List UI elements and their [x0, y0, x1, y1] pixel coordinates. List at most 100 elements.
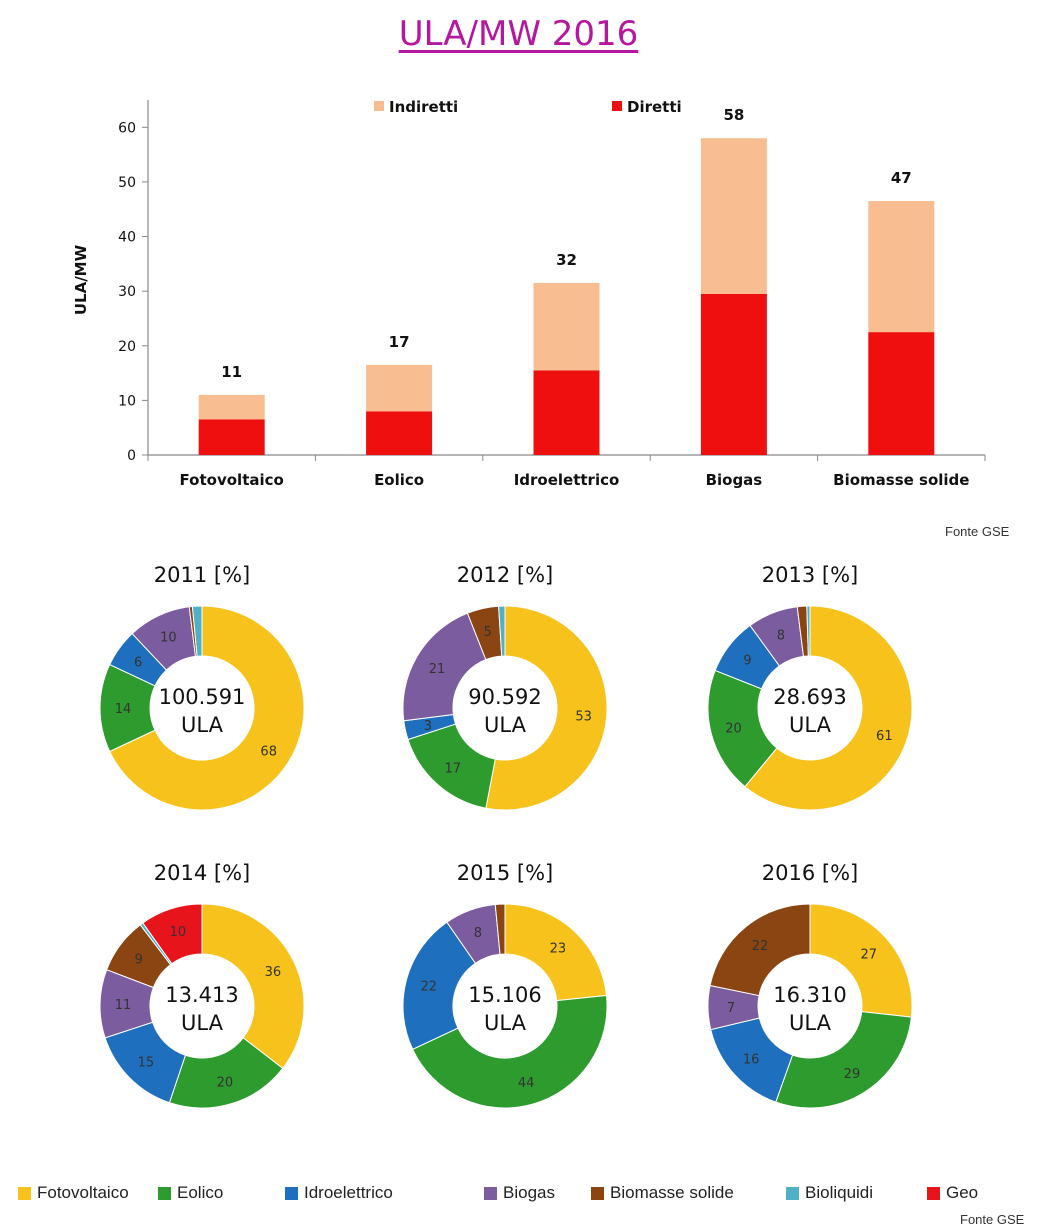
slice-label: 22: [752, 939, 769, 954]
donut-title: 2016 [%]: [762, 861, 858, 885]
donut-slice: [744, 605, 913, 811]
bar-diretti: [533, 370, 600, 455]
stacked-bar-chart: 0 10 20 30 40 50 60 ULA/MW 11 Fotovoltaico 17 Eolic…: [72, 98, 986, 489]
legend-item: Bioliquidi: [786, 1183, 873, 1203]
donut-title: 2012 [%]: [457, 563, 553, 587]
donut-chart: 2016 [%] 27 29 16 7 22 16.310 ULA: [707, 861, 913, 1109]
legend-label-indiretti: Indiretti: [389, 98, 458, 116]
x-tick-label: Biogas: [706, 471, 763, 489]
bar-total-label: 58: [723, 106, 744, 124]
bar-diretti: [700, 293, 767, 455]
slice-label: 29: [844, 1067, 861, 1082]
donut-chart: 2012 [%] 53 17 3 21 5 90.592 ULA: [402, 563, 608, 811]
legend-swatch: [285, 1186, 298, 1200]
bar-diretti: [366, 411, 433, 455]
legend-swatch: [18, 1186, 31, 1200]
x-tick-label: Fotovoltaico: [180, 471, 284, 489]
donut-center-value: 16.310: [773, 983, 846, 1007]
legend-label: Geo: [946, 1183, 979, 1202]
bar-total-label: 11: [221, 363, 242, 381]
donut-center-unit: ULA: [181, 1011, 224, 1035]
donut-center-unit: ULA: [789, 1011, 832, 1035]
donut-slice: [168, 1037, 284, 1109]
donut-slice: [707, 669, 778, 788]
legend-item: Biomasse solide: [591, 1183, 734, 1203]
legend-swatch: [158, 1186, 171, 1200]
bar-indiretti: [700, 138, 767, 294]
bar-total-label: 32: [556, 251, 577, 269]
bar-indiretti: [198, 394, 265, 420]
y-tick-label: 0: [127, 448, 136, 464]
legend-item: Biogas: [484, 1183, 555, 1203]
donut-center-value: 13.413: [165, 983, 238, 1007]
donut-hole: [151, 657, 253, 759]
donut-hole: [759, 955, 861, 1057]
donut-charts: 2011 [%] 68 14 6 10 100.591 ULA 2012 [%] 53 17 3 21…: [99, 563, 913, 1109]
donut-slice: [709, 903, 811, 997]
bar-total-label: 47: [891, 169, 912, 187]
slice-label: 10: [170, 925, 187, 940]
donut-center-value: 100.591: [159, 685, 246, 709]
legend-label: Biogas: [503, 1183, 555, 1202]
slice-label: 8: [474, 926, 482, 941]
donut-hole: [759, 657, 861, 759]
slice-label: 68: [260, 744, 277, 759]
legend-swatch: [786, 1186, 799, 1200]
donut-title: 2011 [%]: [154, 563, 250, 587]
y-tick-label: 10: [118, 393, 136, 409]
slice-label: 53: [575, 709, 592, 724]
donut-center-unit: ULA: [484, 713, 527, 737]
x-tick-label: Biomasse solide: [833, 471, 969, 489]
donut-slice: [775, 1011, 912, 1109]
slice-label: 61: [876, 729, 893, 744]
donut-center-value: 28.693: [773, 685, 846, 709]
page-title: ULA/MW 2016: [398, 14, 639, 54]
legend-label: Fotovoltaico: [37, 1183, 129, 1202]
slice-label: 8: [777, 629, 785, 644]
donut-slice: [806, 605, 811, 657]
legend-label: Idroelettrico: [304, 1183, 393, 1202]
donut-center-value: 15.106: [468, 983, 541, 1007]
donut-center-unit: ULA: [484, 1011, 527, 1035]
legend-label: Bioliquidi: [805, 1183, 874, 1202]
donut-slice: [191, 605, 203, 657]
slice-label: 5: [484, 625, 492, 640]
donut-chart: 2015 [%] 23 44 22 8 15.106 ULA: [402, 861, 608, 1109]
donut-slice: [142, 903, 203, 965]
legend-swatch: [927, 1186, 940, 1200]
donut-hole: [151, 955, 253, 1057]
donut-slice: [411, 994, 608, 1109]
y-tick-label: 60: [118, 120, 136, 136]
slice-label: 9: [135, 953, 143, 968]
y-tick-label: 50: [118, 175, 136, 191]
slice-label: 20: [217, 1076, 234, 1091]
slice-label: 23: [550, 941, 567, 956]
donut-slice: [494, 903, 506, 955]
slice-label: 17: [444, 761, 461, 776]
source-note-bottom: Fonte GSE: [960, 1212, 1025, 1227]
slice-label: 11: [115, 998, 132, 1013]
legend-label: Biomasse solide: [610, 1183, 734, 1202]
slice-label: 3: [424, 719, 432, 734]
slice-label: 16: [743, 1053, 760, 1068]
y-axis-title: ULA/MW: [72, 244, 90, 315]
legend-swatch-diretti: [612, 101, 622, 111]
legend-label-diretti: Diretti: [627, 98, 682, 116]
legend-item: Geo: [927, 1183, 978, 1203]
donut-slice: [485, 605, 608, 811]
slice-label: 7: [727, 1001, 735, 1016]
x-tick-label: Eolico: [374, 471, 424, 489]
donut-slice: [201, 903, 305, 1070]
slice-label: 22: [420, 979, 437, 994]
donut-slice: [109, 605, 305, 811]
slice-label: 44: [518, 1076, 535, 1091]
bar-indiretti: [366, 364, 433, 412]
donut-hole: [454, 657, 556, 759]
bar-total-label: 17: [389, 333, 410, 351]
bar-indiretti: [868, 201, 935, 333]
donut-slice: [504, 903, 608, 1002]
slice-label: 20: [725, 722, 742, 737]
slice-label: 36: [265, 965, 282, 980]
donut-center-unit: ULA: [181, 713, 224, 737]
legend-item: Idroelettrico: [285, 1183, 393, 1203]
